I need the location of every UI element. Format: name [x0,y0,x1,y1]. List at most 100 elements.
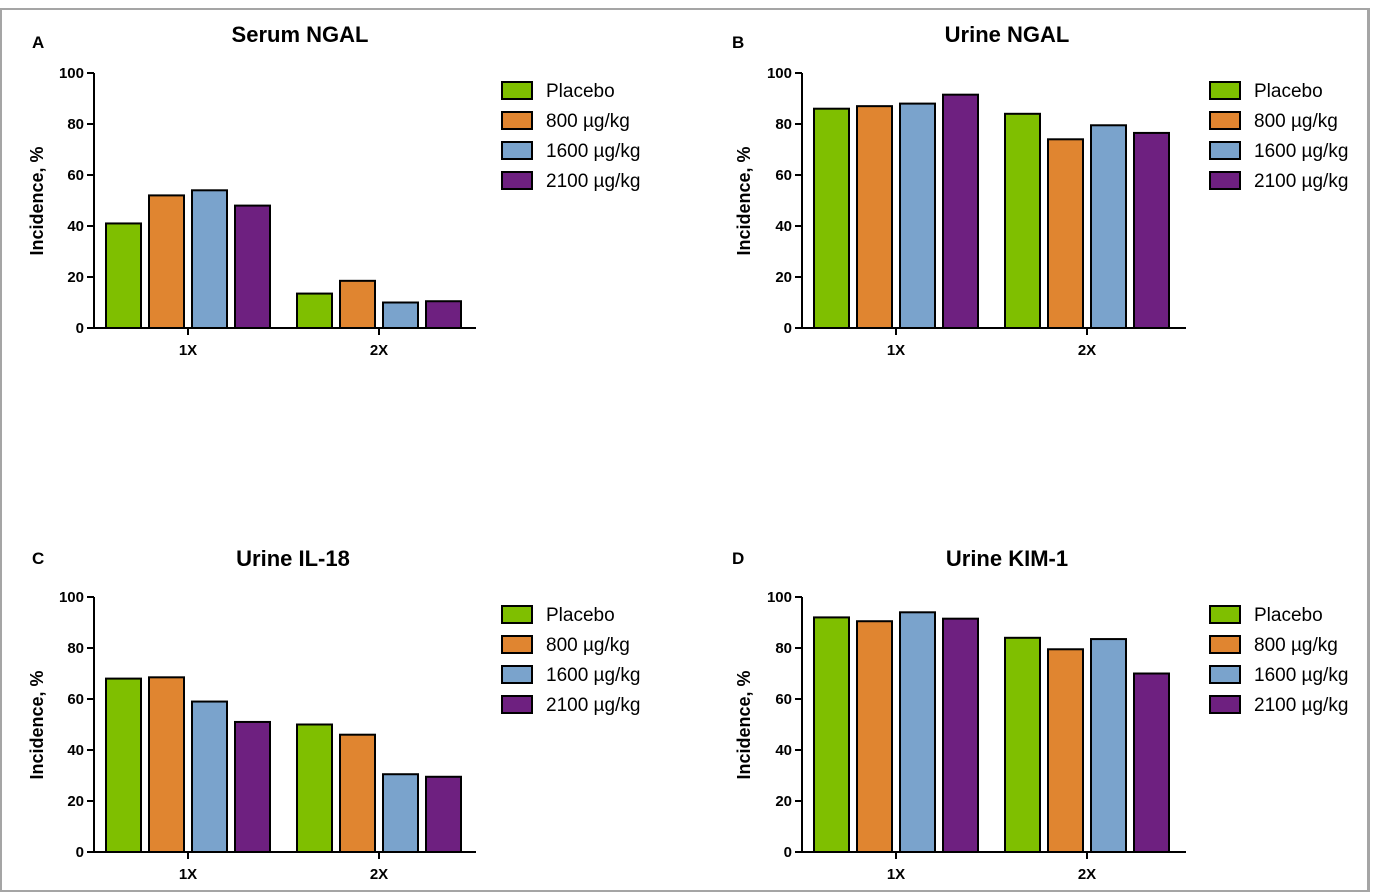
x-tick-label: 1X [179,342,197,359]
bar-2x-series-3 [382,773,419,854]
bar-2x-series-4 [425,775,462,853]
legend-label: 1600 µg/kg [546,665,640,686]
chart-title: Urine KIM-1 [946,546,1068,571]
y-tick-label: 80 [67,640,84,657]
y-tick-label: 60 [775,167,792,184]
chart-c-svg: C Urine IL-18 Incidence, % 1X 2X 0 20 40 60 80… [27,546,640,883]
plot-area: 1X 2X 0 20 40 60 80 100 [59,65,476,359]
bar-2x-series-3 [1090,638,1127,853]
bar-1x-series-3 [191,700,228,853]
legend-swatch [1209,695,1241,714]
plot-area: 1X 2X 0 20 40 60 80 100 [59,589,476,883]
legend-label: 2100 µg/kg [1254,171,1348,192]
y-tick-label: 20 [67,269,84,286]
legend-swatch [501,605,533,624]
y-tick-label: 80 [775,116,792,133]
y-tick-label: 40 [67,742,84,759]
legend-swatch [501,635,533,654]
legend-label: 1600 µg/kg [546,141,640,162]
legend: Placebo 800 µg/kg 1600 µg/kg 2100 µg/kg [1209,605,1348,716]
chart-panel-b: B Urine NGAL Incidence, % 1X 2X 0 20 40 60 80 1… [708,0,1379,365]
bar-2x-series-2 [1047,138,1084,329]
y-tick-label: 100 [767,589,792,606]
legend-swatch [1209,111,1241,130]
legend-swatch [1209,635,1241,654]
bar-1x-series-2 [148,676,185,853]
legend-label: 2100 µg/kg [546,695,640,716]
bar-1x-series-4 [942,93,979,329]
chart-title: Urine NGAL [945,22,1070,47]
bar-1x-series-1 [105,677,142,853]
bar-1x-series-3 [899,102,936,329]
legend-label: 800 µg/kg [546,111,630,132]
chart-a-svg: A Serum NGAL Incidence, % 1X 2X0204060801… [27,22,640,359]
legend-label: 1600 µg/kg [1254,665,1348,686]
x-tick-label: 2X [1078,866,1096,883]
legend-swatch [501,665,533,684]
y-tick-label: 20 [775,269,792,286]
bar-2x-series-2 [339,733,376,853]
legend-label: Placebo [546,605,615,626]
y-tick-label: 100 [59,65,84,82]
y-tick-label: 0 [784,320,792,337]
legend-label: 2100 µg/kg [1254,695,1348,716]
chart-panel-d: D Urine KIM-1 Incidence, % 1X 2X 0 20 40 60 80… [708,524,1379,891]
bar-2x-series-4 [425,300,462,330]
bar-1x-series-3 [899,611,936,853]
legend-label: 800 µg/kg [546,635,630,656]
y-tick-label: 20 [775,793,792,810]
y-tick-label: 40 [775,742,792,759]
legend-swatch [501,111,533,130]
legend-swatch [1209,171,1241,190]
bar-2x-series-2 [1047,648,1084,854]
bar-2x-series-1 [296,292,333,330]
bar-1x-series-4 [234,204,271,330]
legend-swatch [1209,605,1241,624]
bar-1x-series-4 [234,720,271,853]
legend: Placebo 800 µg/kg 1600 µg/kg 2100 µg/kg [1209,81,1348,192]
y-tick-label: 0 [784,844,792,861]
chart-b-svg: B Urine NGAL Incidence, % 1X 2X0204060801… [732,22,1348,359]
y-tick-label: 60 [775,691,792,708]
bar-2x-series-1 [1004,112,1041,329]
bar-1x-series-2 [148,194,185,329]
bar-2x-series-3 [382,301,419,329]
chart-title: Urine IL-18 [236,546,350,571]
figure-frame [0,8,1370,892]
y-axis-label: Incidence, % [734,670,754,779]
legend-label: 800 µg/kg [1254,111,1338,132]
bar-2x-series-4 [1133,131,1170,329]
legend: Placebo 800 µg/kg 1600 µg/kg 2100 µg/kg [501,605,640,716]
plot-area: 1X 2X 0 20 40 60 80 100 [767,589,1186,883]
y-axis-label: Incidence, % [27,146,47,255]
legend-label: 800 µg/kg [1254,635,1338,656]
panel-letter: A [32,33,44,52]
y-axis-label: Incidence, % [27,670,47,779]
legend-label: Placebo [1254,81,1323,102]
y-tick-label: 0 [76,844,84,861]
chart-panel-c: C Urine IL-18 Incidence, % 1X 2X 0 20 40 60 80… [0,524,700,891]
legend-label: Placebo [546,81,615,102]
x-tick-label: 2X [370,342,388,359]
y-tick-label: 60 [67,691,84,708]
bar-2x-series-4 [1133,672,1170,853]
y-tick-label: 60 [67,167,84,184]
y-tick-label: 80 [67,116,84,133]
bar-1x-series-1 [813,616,850,854]
plot-area: 1X 2X 0 20 40 60 80 100 [767,65,1186,359]
y-tick-label: 40 [775,218,792,235]
bar-2x-series-1 [1004,636,1041,853]
legend-swatch [501,141,533,160]
panel-letter: B [732,33,744,52]
y-tick-label: 100 [767,65,792,82]
bar-1x-series-1 [813,107,850,329]
x-tick-label: 2X [1078,342,1096,359]
bar-2x-series-3 [1090,124,1127,330]
bar-2x-series-2 [339,279,376,330]
panel-letter: C [32,549,44,568]
legend-label: 2100 µg/kg [546,171,640,192]
chart-title: Serum NGAL [232,22,369,47]
y-tick-label: 20 [67,793,84,810]
legend-swatch [501,81,533,100]
x-tick-label: 2X [370,866,388,883]
